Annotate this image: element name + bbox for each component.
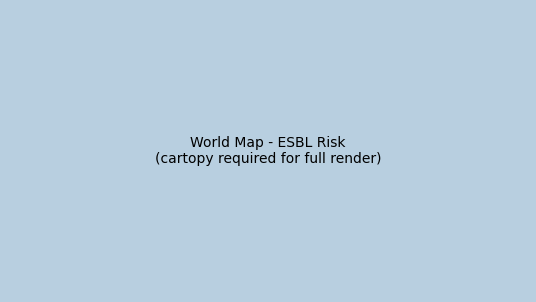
Text: World Map - ESBL Risk
(cartopy required for full render): World Map - ESBL Risk (cartopy required … [155,136,381,166]
